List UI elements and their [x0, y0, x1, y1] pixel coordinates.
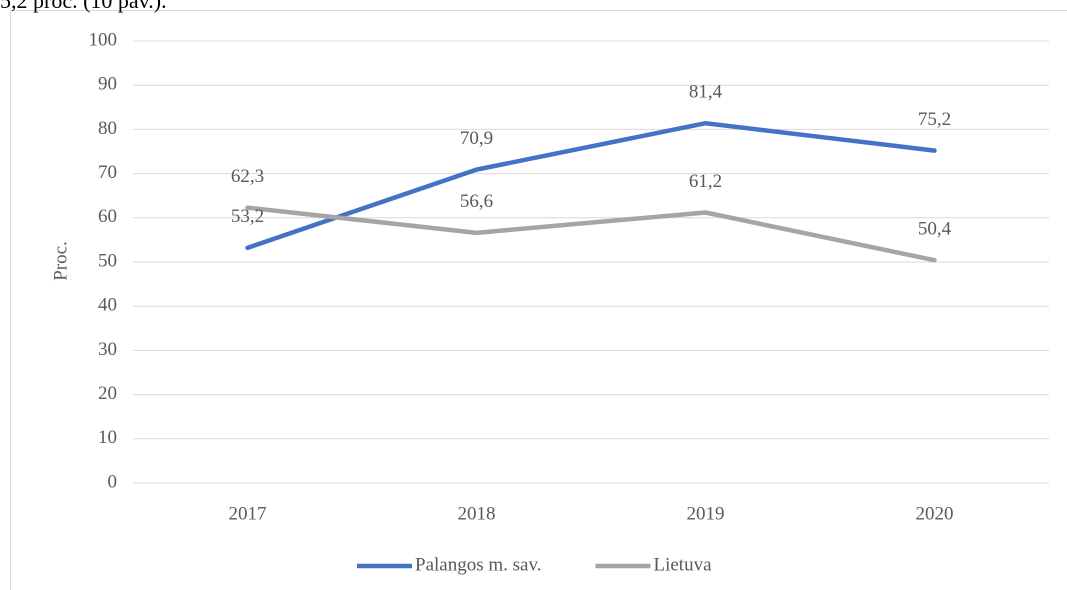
data-label: 62,3: [231, 166, 264, 187]
series-line: [245, 205, 937, 263]
y-tick-label: 40: [98, 295, 117, 316]
series-line: [245, 120, 937, 251]
legend-label: Lietuva: [653, 554, 712, 575]
y-tick-label: 60: [98, 206, 117, 227]
y-tick-label: 0: [108, 471, 118, 492]
data-label: 61,2: [689, 171, 722, 192]
page-text: 5,2 proc. (10 pav.).: [0, 0, 167, 13]
data-label: 56,6: [460, 191, 493, 212]
data-label: 53,2: [231, 206, 264, 227]
x-tick-label: 2018: [458, 503, 496, 524]
chart-frame: [10, 10, 1067, 590]
data-label: 70,9: [460, 128, 493, 149]
y-tick-label: 20: [98, 383, 117, 404]
y-tick-label: 70: [98, 162, 117, 183]
legend-label: Palangos m. sav.: [415, 554, 541, 575]
y-tick-label: 80: [98, 118, 117, 139]
x-tick-label: 2020: [916, 503, 954, 524]
y-tick-label: 50: [98, 250, 117, 271]
x-tick-label: 2017: [229, 503, 267, 524]
y-tick-label: 100: [89, 29, 118, 50]
data-label: 75,2: [918, 109, 951, 130]
x-tick-label: 2019: [687, 503, 725, 524]
y-tick-label: 10: [98, 427, 117, 448]
data-label: 81,4: [689, 82, 723, 103]
data-label: 50,4: [918, 219, 952, 240]
y-axis-label: Proc.: [50, 241, 71, 281]
y-tick-label: 90: [98, 74, 117, 95]
y-tick-label: 30: [98, 339, 117, 360]
